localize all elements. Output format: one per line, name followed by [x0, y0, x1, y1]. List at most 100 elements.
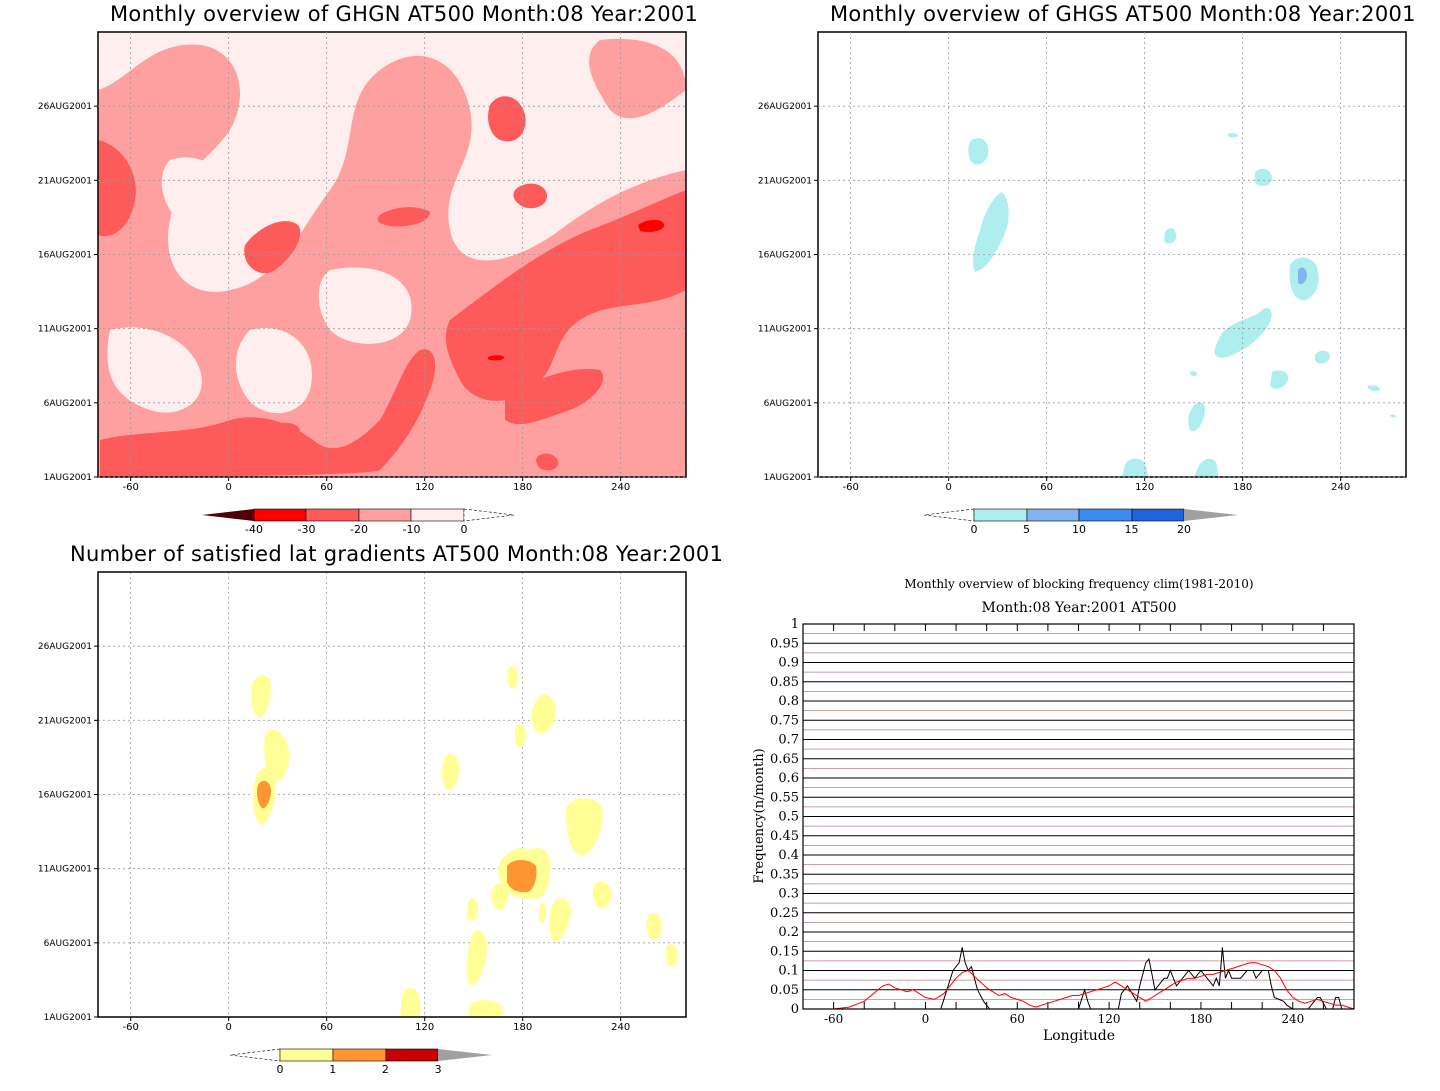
ghgs-colorbar-high-arrow [1184, 509, 1238, 521]
y-tick-label: 1AUG2001 [44, 473, 92, 483]
line-chart-x-tick-label: 180 [1189, 1012, 1212, 1026]
line-chart-frame [802, 623, 1355, 1010]
x-tick-label: -60 [842, 482, 858, 493]
y-tick-label: 16AUG2001 [38, 251, 92, 261]
x-tick-label: 120 [1135, 482, 1154, 493]
line-chart-y-tick-label: 0 [791, 1002, 799, 1017]
lat-gradient-axes: -60 0 60 120 180 240 1AUG2001 6AUG2001 11AUG2001… [38, 642, 630, 1033]
y-tick-label: 21AUG2001 [38, 176, 92, 186]
x-tick-label: 0 [225, 1022, 231, 1033]
line-chart-y-tick-label: 0.2 [778, 925, 799, 940]
x-tick-label: 180 [513, 482, 532, 493]
x-tick-label: 60 [320, 482, 333, 493]
colorbar-tick-label: 0 [277, 1063, 284, 1076]
ghgn-axes: -60 0 60 120 180 240 1AUG2001 6AUG2001 11AUG2001… [38, 32, 686, 493]
y-tick-label: 6AUG2001 [44, 939, 92, 949]
y-tick-label: 6AUG2001 [44, 399, 92, 409]
ghgn-colorbar-low-arrow [202, 509, 254, 521]
y-tick-label: 26AUG2001 [38, 642, 92, 652]
colorbar-tick-label: 0 [461, 523, 468, 536]
line-chart-x-tick-label: 60 [1010, 1012, 1025, 1026]
colorbar-tick-label: -30 [298, 523, 316, 536]
x-tick-label: -60 [122, 1022, 138, 1033]
colorbar-tick-label: 0 [971, 523, 978, 536]
x-tick-label: 0 [945, 482, 951, 493]
x-tick-label: 120 [415, 1022, 434, 1033]
y-tick-label: 21AUG2001 [38, 716, 92, 726]
y-tick-label: 26AUG2001 [758, 102, 812, 112]
y-tick-label: 1AUG2001 [764, 473, 812, 483]
panel-ghgn: -60 0 60 120 180 240 1AUG2001 6AUG2001 11AUG2001… [38, 31, 687, 536]
line-chart-y-tick-label: 0.4 [778, 848, 799, 863]
x-tick-label: 60 [1040, 482, 1053, 493]
line-chart-x-tick-label: 240 [1281, 1012, 1304, 1026]
y-tick-label: 11AUG2001 [38, 865, 92, 875]
panel-blocking-frequency: Monthly overview of blocking frequency c… [752, 577, 1355, 1044]
colorbar-tick-label: -20 [350, 523, 368, 536]
y-tick-label: 11AUG2001 [758, 325, 812, 335]
line-chart-x-tick-label: -60 [824, 1012, 843, 1026]
ghgs-field [818, 32, 1406, 477]
colorbar-tick-label: 20 [1177, 523, 1191, 536]
line-plot-area: 0 0.05 0.1 0.15 0.2 0.25 0.3 0.35 0.4 0.45 0.5 0.55… [770, 617, 1355, 1026]
lat-gradient-colorbar: 0 1 2 3 [229, 1048, 492, 1076]
x-tick-label: 60 [320, 1022, 333, 1033]
line-chart-subtitle: Month:08 Year:2001 AT500 [982, 600, 1177, 616]
line-chart-y-tick-label: 1 [791, 617, 799, 632]
line-chart-title: Monthly overview of blocking frequency c… [904, 577, 1253, 591]
x-tick-label: 240 [1331, 482, 1350, 493]
line-chart-y-tick-label: 0.5 [778, 810, 799, 825]
y-tick-label: 21AUG2001 [758, 176, 812, 186]
line-chart-y-tick-label: 0.95 [770, 636, 799, 651]
ghgs-colorbar-low-arrow [923, 508, 975, 522]
y-tick-label: 16AUG2001 [38, 791, 92, 801]
line-chart-y-tick-label: 0.45 [770, 829, 799, 844]
lat-colorbar-low-arrow [229, 1048, 281, 1062]
line-chart-y-tick-label: 0.8 [778, 694, 799, 709]
line-chart-x-tick-label: 0 [922, 1012, 930, 1026]
line-chart-y-tick-label: 0.1 [778, 964, 799, 979]
colorbar-tick-label: 15 [1125, 523, 1139, 536]
x-tick-label: 240 [611, 1022, 630, 1033]
x-tick-label: 0 [225, 482, 231, 493]
ghgs-colorbar: 0 5 10 15 20 [923, 508, 1238, 536]
line-chart-ylabel: Frequency(n/month) [752, 748, 767, 883]
line-chart-y-tick-label: 0.7 [778, 733, 799, 748]
y-tick-label: 11AUG2001 [38, 325, 92, 335]
y-tick-label: 6AUG2001 [764, 399, 812, 409]
ghgs-axes: -60 0 60 120 180 240 1AUG2001 6AUG2001 11AUG2001… [758, 32, 1406, 493]
line-chart-y-tick-label: 0.75 [770, 713, 799, 728]
panel-ghgs: -60 0 60 120 180 240 1AUG2001 6AUG2001 11AUG2001… [758, 31, 1407, 536]
line-chart-y-tick-label: 0.35 [770, 867, 799, 882]
y-tick-label: 16AUG2001 [758, 251, 812, 261]
x-tick-label: 180 [1233, 482, 1252, 493]
line-chart-x-tick-label: 120 [1098, 1012, 1121, 1026]
line-chart-y-tick-label: 0.55 [770, 790, 799, 805]
line-series-1 [803, 962, 1355, 1010]
x-tick-label: -60 [122, 482, 138, 493]
colorbar-tick-label: 5 [1023, 523, 1030, 536]
line-chart-xlabel: Longitude [1043, 1028, 1115, 1044]
line-chart-y-tick-label: 0.9 [778, 656, 799, 671]
line-chart-y-tick-label: 0.15 [770, 944, 799, 959]
line-chart-y-tick-label: 0.3 [778, 887, 799, 902]
ghgn-colorbar: -40 -30 -20 -10 0 [202, 508, 515, 536]
line-chart-y-tick-label: 0.05 [770, 983, 799, 998]
ghgn-field [98, 32, 686, 477]
panel-title-ghgn: Monthly overview of GHGN AT500 Month:08 … [110, 2, 699, 26]
x-tick-label: 120 [415, 482, 434, 493]
colorbar-tick-label: 2 [382, 1063, 389, 1076]
colorbar-tick-label: -40 [245, 523, 263, 536]
x-tick-label: 180 [513, 1022, 532, 1033]
y-tick-label: 26AUG2001 [38, 102, 92, 112]
colorbar-tick-label: 3 [435, 1063, 442, 1076]
lat-gradient-field [98, 572, 686, 1017]
line-chart-y-tick-label: 0.85 [770, 675, 799, 690]
line-chart-y-tick-label: 0.6 [778, 771, 799, 786]
ghgn-colorbar-high-arrow [463, 508, 515, 522]
colorbar-tick-label: -10 [403, 523, 421, 536]
line-chart-y-tick-label: 0.25 [770, 906, 799, 921]
y-tick-label: 1AUG2001 [44, 1013, 92, 1023]
colorbar-tick-label: 10 [1072, 523, 1086, 536]
